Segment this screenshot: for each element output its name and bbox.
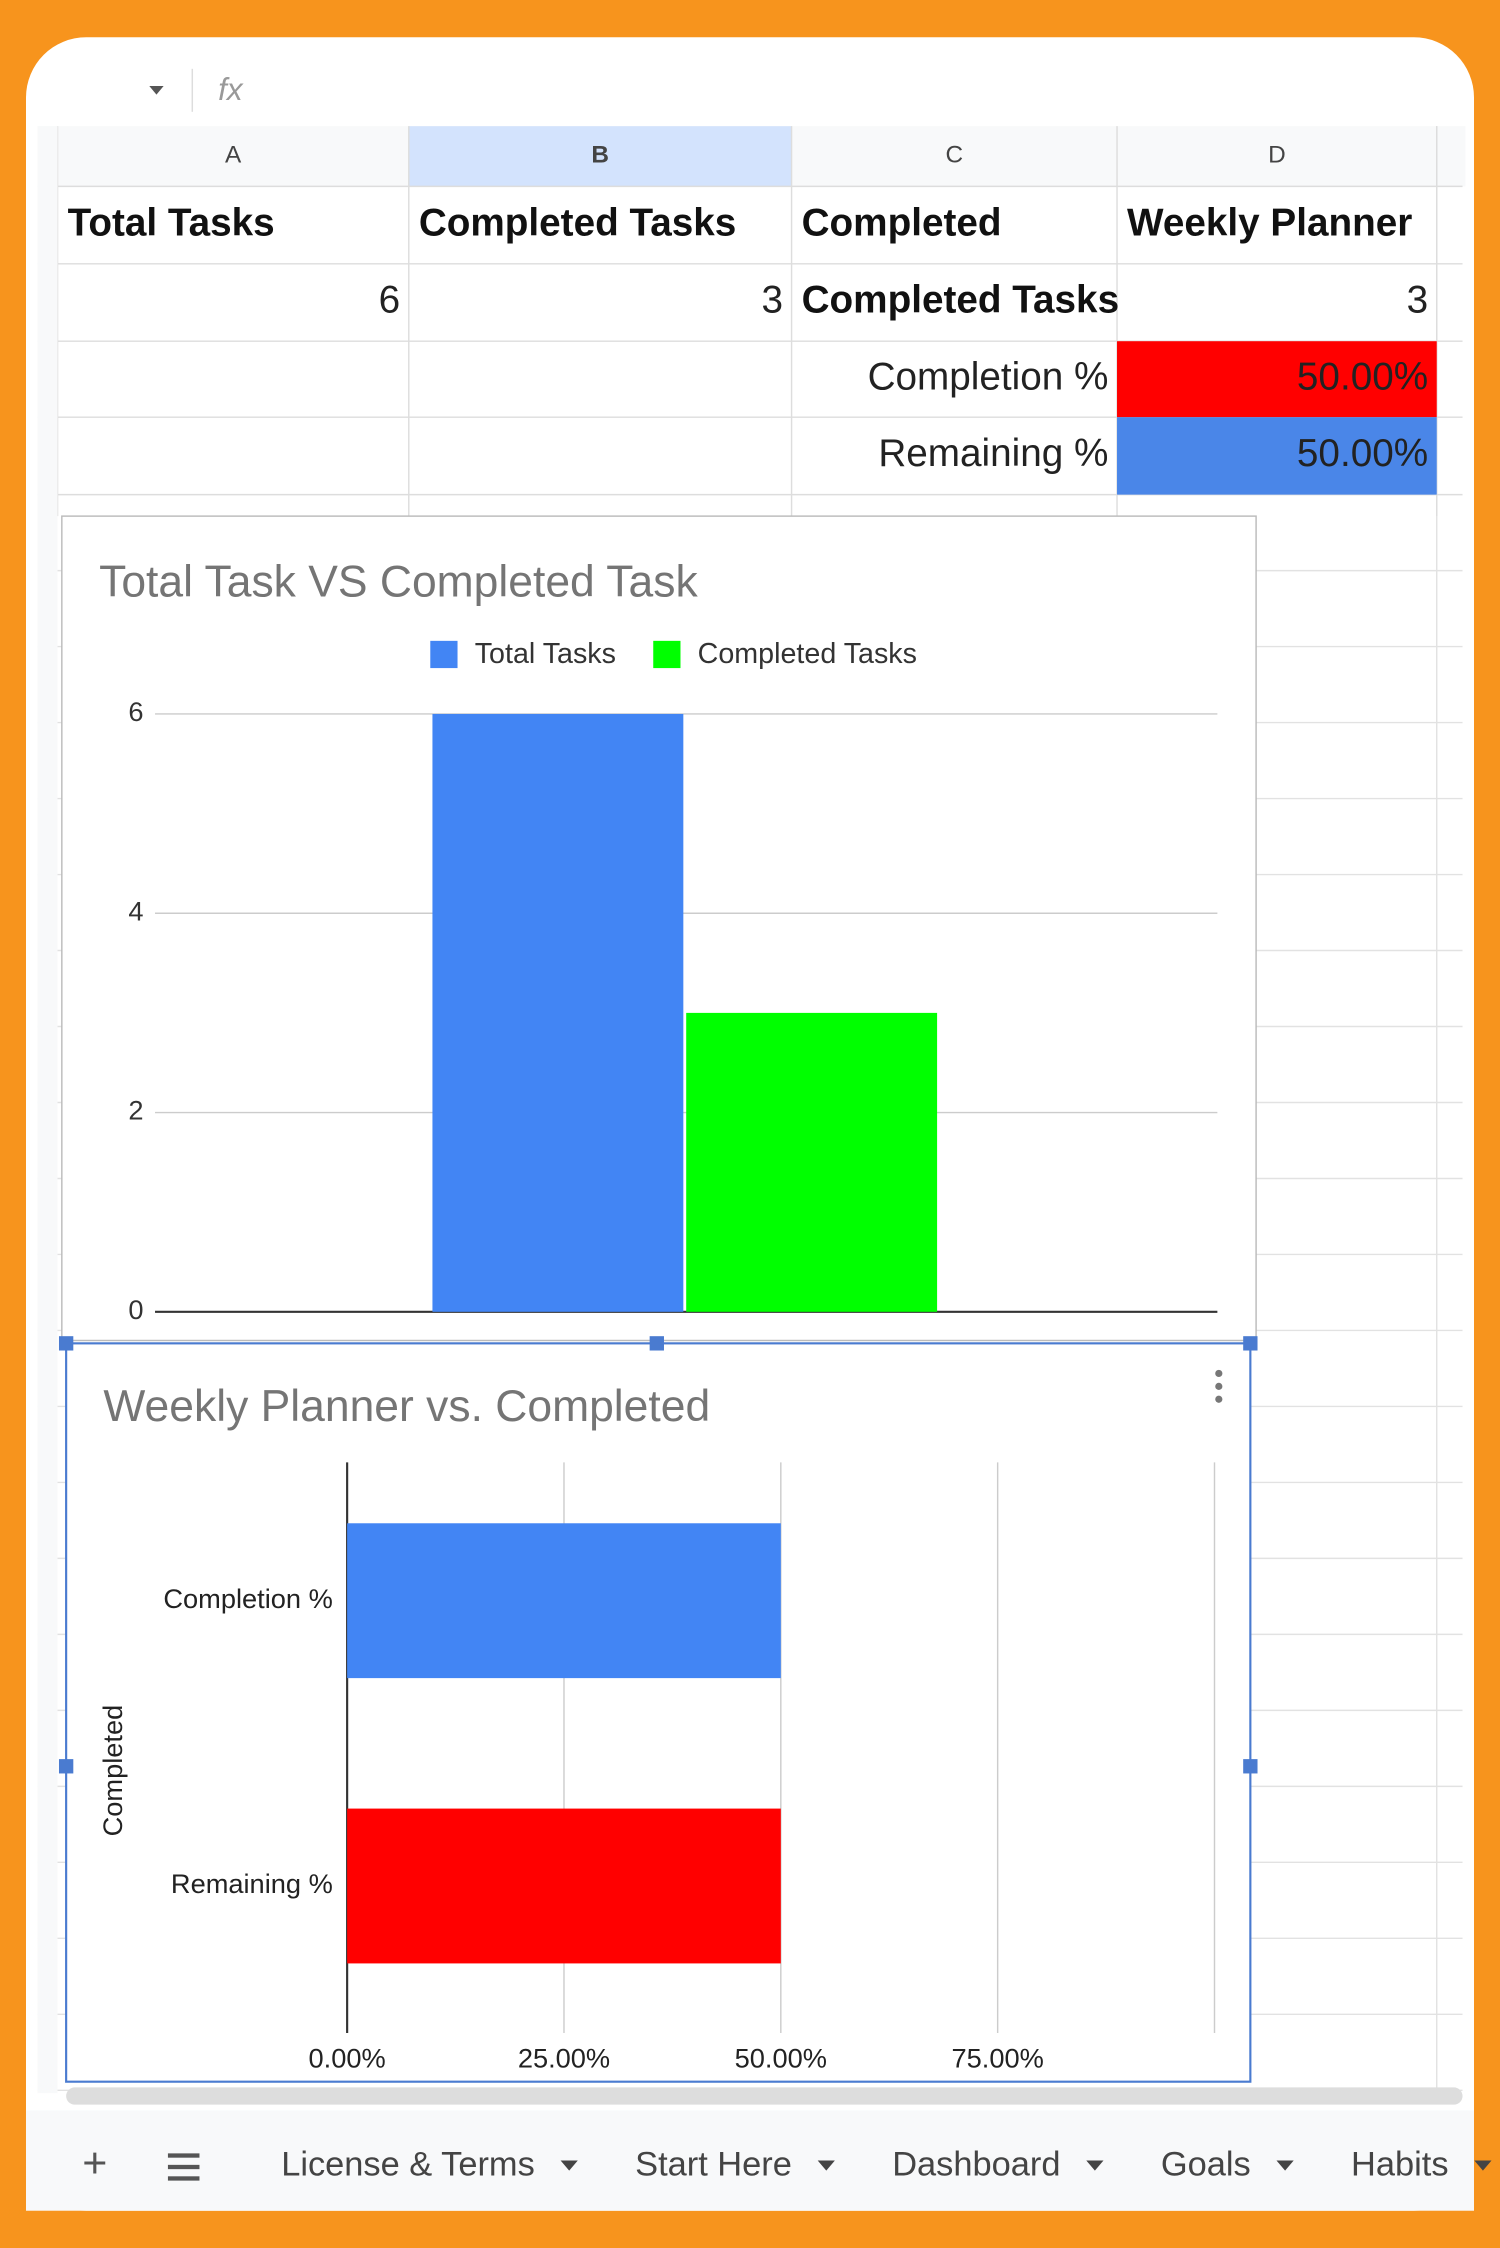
resize-handle[interactable] (1243, 1336, 1258, 1351)
cell[interactable]: 3 (1407, 279, 1429, 322)
bar (347, 1523, 781, 1679)
cell-fill (1117, 341, 1437, 418)
resize-handle[interactable] (1243, 1759, 1258, 1774)
row-header (37, 126, 58, 2094)
menu-dot[interactable] (1215, 1395, 1223, 1403)
resize-handle[interactable] (58, 1336, 74, 1351)
cell-fill (1117, 417, 1437, 495)
y-tick-label: 2 (128, 1095, 143, 1126)
y-tick-label: Completion % (163, 1583, 332, 1614)
column-header[interactable]: B (591, 142, 609, 169)
cell[interactable]: Completed (802, 201, 1002, 244)
fx-label: fx (218, 71, 244, 107)
scrollbar[interactable] (66, 2087, 1463, 2105)
menu-dot[interactable] (1215, 1382, 1223, 1390)
cell[interactable]: Weekly Planner (1127, 201, 1412, 244)
legend-swatch (430, 640, 458, 669)
legend-label[interactable]: Completed Tasks (698, 638, 917, 670)
resize-handle[interactable] (649, 1336, 664, 1351)
x-tick-label: 50.00% (735, 2042, 827, 2073)
chart-title: Weekly Planner vs. Completed (103, 1382, 710, 1431)
sheet-list[interactable] (167, 2153, 200, 2181)
tab-menu-arrow[interactable] (1086, 2160, 1104, 2171)
y-axis-label: Completed (97, 1705, 128, 1837)
sheet-tab[interactable]: License & Terms (281, 2145, 535, 2183)
cell[interactable]: Total Tasks (68, 201, 275, 244)
legend-swatch (653, 640, 681, 669)
name-box-arrow[interactable] (149, 86, 164, 95)
sheet-tab[interactable]: Habits (1351, 2145, 1448, 2183)
chart-frame[interactable] (65, 1342, 1252, 2083)
cell[interactable]: Remaining % (878, 432, 1108, 475)
y-tick-label: 0 (128, 1294, 143, 1325)
bar (347, 1808, 781, 1964)
selected-column (408, 126, 792, 187)
x-tick-label: 0.00% (309, 2042, 386, 2073)
cell[interactable]: 6 (379, 279, 401, 322)
add-sheet[interactable]: + (82, 2140, 107, 2188)
cell[interactable]: Completed Tasks (419, 201, 736, 244)
y-tick-label: 6 (128, 696, 143, 727)
resize-handle[interactable] (58, 1759, 74, 1774)
tab-menu-arrow[interactable] (1276, 2160, 1294, 2171)
column-header[interactable]: A (225, 142, 242, 169)
sheet-tab[interactable]: Goals (1161, 2145, 1251, 2183)
menu-dot[interactable] (1215, 1369, 1223, 1378)
y-tick-label: 4 (128, 895, 143, 926)
x-tick-label: 75.00% (952, 2042, 1044, 2073)
bar (432, 713, 684, 1312)
column-header[interactable]: C (946, 142, 964, 169)
cell[interactable]: 3 (761, 279, 783, 322)
sheet-tab[interactable]: Start Here (635, 2145, 792, 2183)
x-tick-label: 25.00% (518, 2042, 610, 2073)
cell[interactable]: Completion % (868, 355, 1109, 398)
cell[interactable]: Completed Tasks (802, 279, 1119, 322)
tab-bar (25, 2110, 1475, 2211)
tab-menu-arrow[interactable] (560, 2160, 578, 2171)
tab-menu-arrow[interactable] (1474, 2160, 1492, 2171)
sheet-tab[interactable]: Dashboard (892, 2145, 1060, 2183)
tab-menu-arrow[interactable] (817, 2160, 835, 2171)
cell[interactable]: 50.00% (1297, 355, 1428, 398)
y-tick-label: Remaining % (171, 1868, 333, 1899)
cell[interactable]: 50.00% (1297, 432, 1428, 475)
chart-title: Total Task VS Completed Task (99, 558, 698, 607)
column-header[interactable]: D (1268, 142, 1286, 169)
legend-label[interactable]: Total Tasks (475, 638, 616, 670)
bar (686, 1012, 938, 1312)
